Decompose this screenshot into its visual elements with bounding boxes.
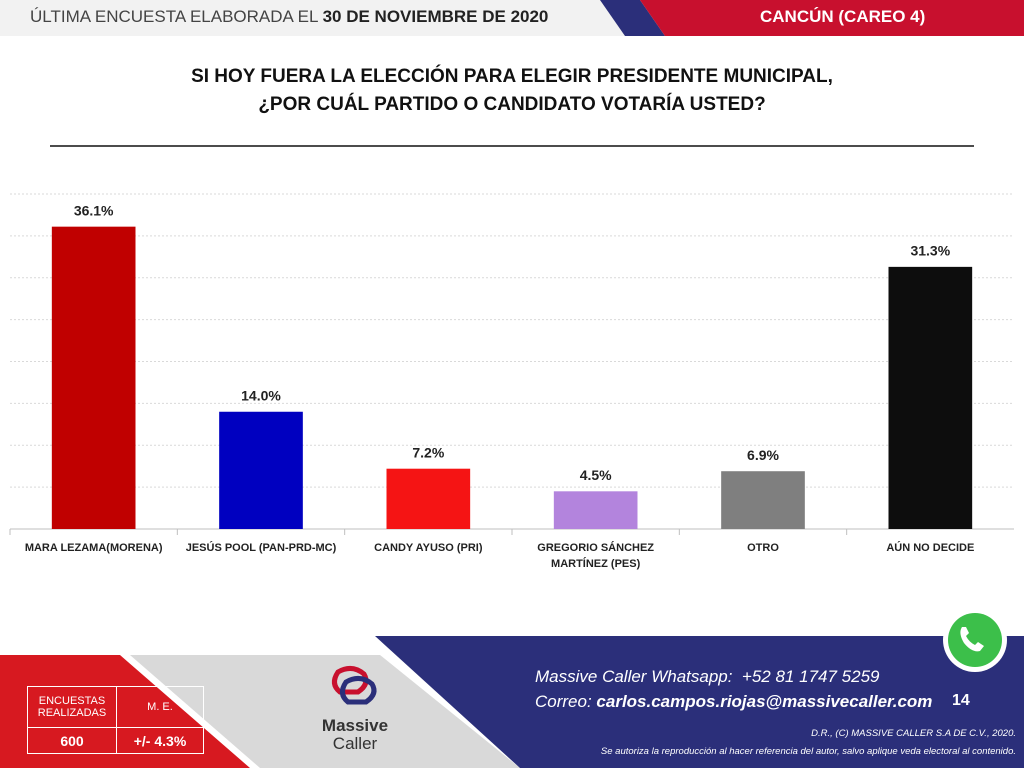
value-label: 14.0% bbox=[241, 387, 281, 403]
chart: 36.1% 14.0% 7.2% 4.5% 6.9% 31.3% bbox=[9, 193, 1014, 535]
x-tick-label: OTRO bbox=[747, 542, 779, 554]
value-label: 31.3% bbox=[910, 243, 950, 259]
table-cell: +/- 4.3% bbox=[116, 727, 204, 754]
header-text: ÚLTIMA ENCUESTA ELABORADA EL bbox=[30, 7, 318, 26]
copyright: D.R., (C) MASSIVE CALLER S.A DE C.V., 20… bbox=[811, 728, 1016, 739]
x-tick-label: AÚN NO DECIDE bbox=[886, 542, 975, 554]
table-header: ENCUESTAS REALIZADAS bbox=[27, 686, 117, 728]
bar bbox=[219, 411, 303, 529]
notice: Se autoriza la reproducción al hacer ref… bbox=[600, 746, 1016, 757]
x-tick-label: GREGORIO SÁNCHEZ MARTÍNEZ (PES) bbox=[537, 542, 655, 570]
phone: +52 81 1747 5259 bbox=[741, 667, 880, 686]
value-label: 4.5% bbox=[580, 467, 612, 483]
header-date: 30 DE NOVIEMBRE DE 2020 bbox=[322, 7, 549, 26]
bar bbox=[51, 226, 136, 529]
logo-text: Massive bbox=[321, 716, 389, 735]
value-label: 7.2% bbox=[412, 444, 444, 460]
header-right: CANCÚN (CAREO 4) bbox=[760, 7, 926, 26]
label: Correo: bbox=[535, 692, 592, 711]
header-left: ÚLTIMA ENCUESTA ELABORADA EL 30 DE NOVIE… bbox=[30, 7, 548, 27]
email-line: Correo: carlos.campos.riojas@massivecall… bbox=[535, 692, 932, 712]
table-cell: 600 bbox=[27, 727, 117, 754]
label: Massive Caller Whatsapp: bbox=[535, 667, 733, 686]
email: carlos.campos.riojas@massivecaller.com bbox=[596, 692, 933, 711]
bar bbox=[721, 471, 805, 529]
page-number: 14 bbox=[952, 692, 970, 709]
x-tick-label: CANDY AYUSO (PRI) bbox=[374, 542, 483, 554]
value-label: 36.1% bbox=[74, 202, 114, 218]
x-tick-label: JESÚS POOL (PAN-PRD-MC) bbox=[185, 542, 337, 554]
whatsapp-line: Massive Caller Whatsapp: +52 81 1747 525… bbox=[535, 667, 879, 687]
chart-title: SI HOY FUERA LA ELECCIÓN PARA ELEGIR PRE… bbox=[191, 66, 833, 87]
x-tick-label: MARA LEZAMA(MORENA) bbox=[24, 542, 163, 554]
bar bbox=[386, 468, 471, 529]
logo-text: Caller bbox=[332, 734, 378, 753]
bar bbox=[888, 266, 973, 529]
value-label: 6.9% bbox=[747, 447, 779, 463]
table-header: M. E. bbox=[116, 686, 204, 728]
chart-title: ¿POR CUÁL PARTIDO O CANDIDATO VOTARÍA US… bbox=[258, 94, 766, 115]
bar bbox=[553, 491, 638, 529]
